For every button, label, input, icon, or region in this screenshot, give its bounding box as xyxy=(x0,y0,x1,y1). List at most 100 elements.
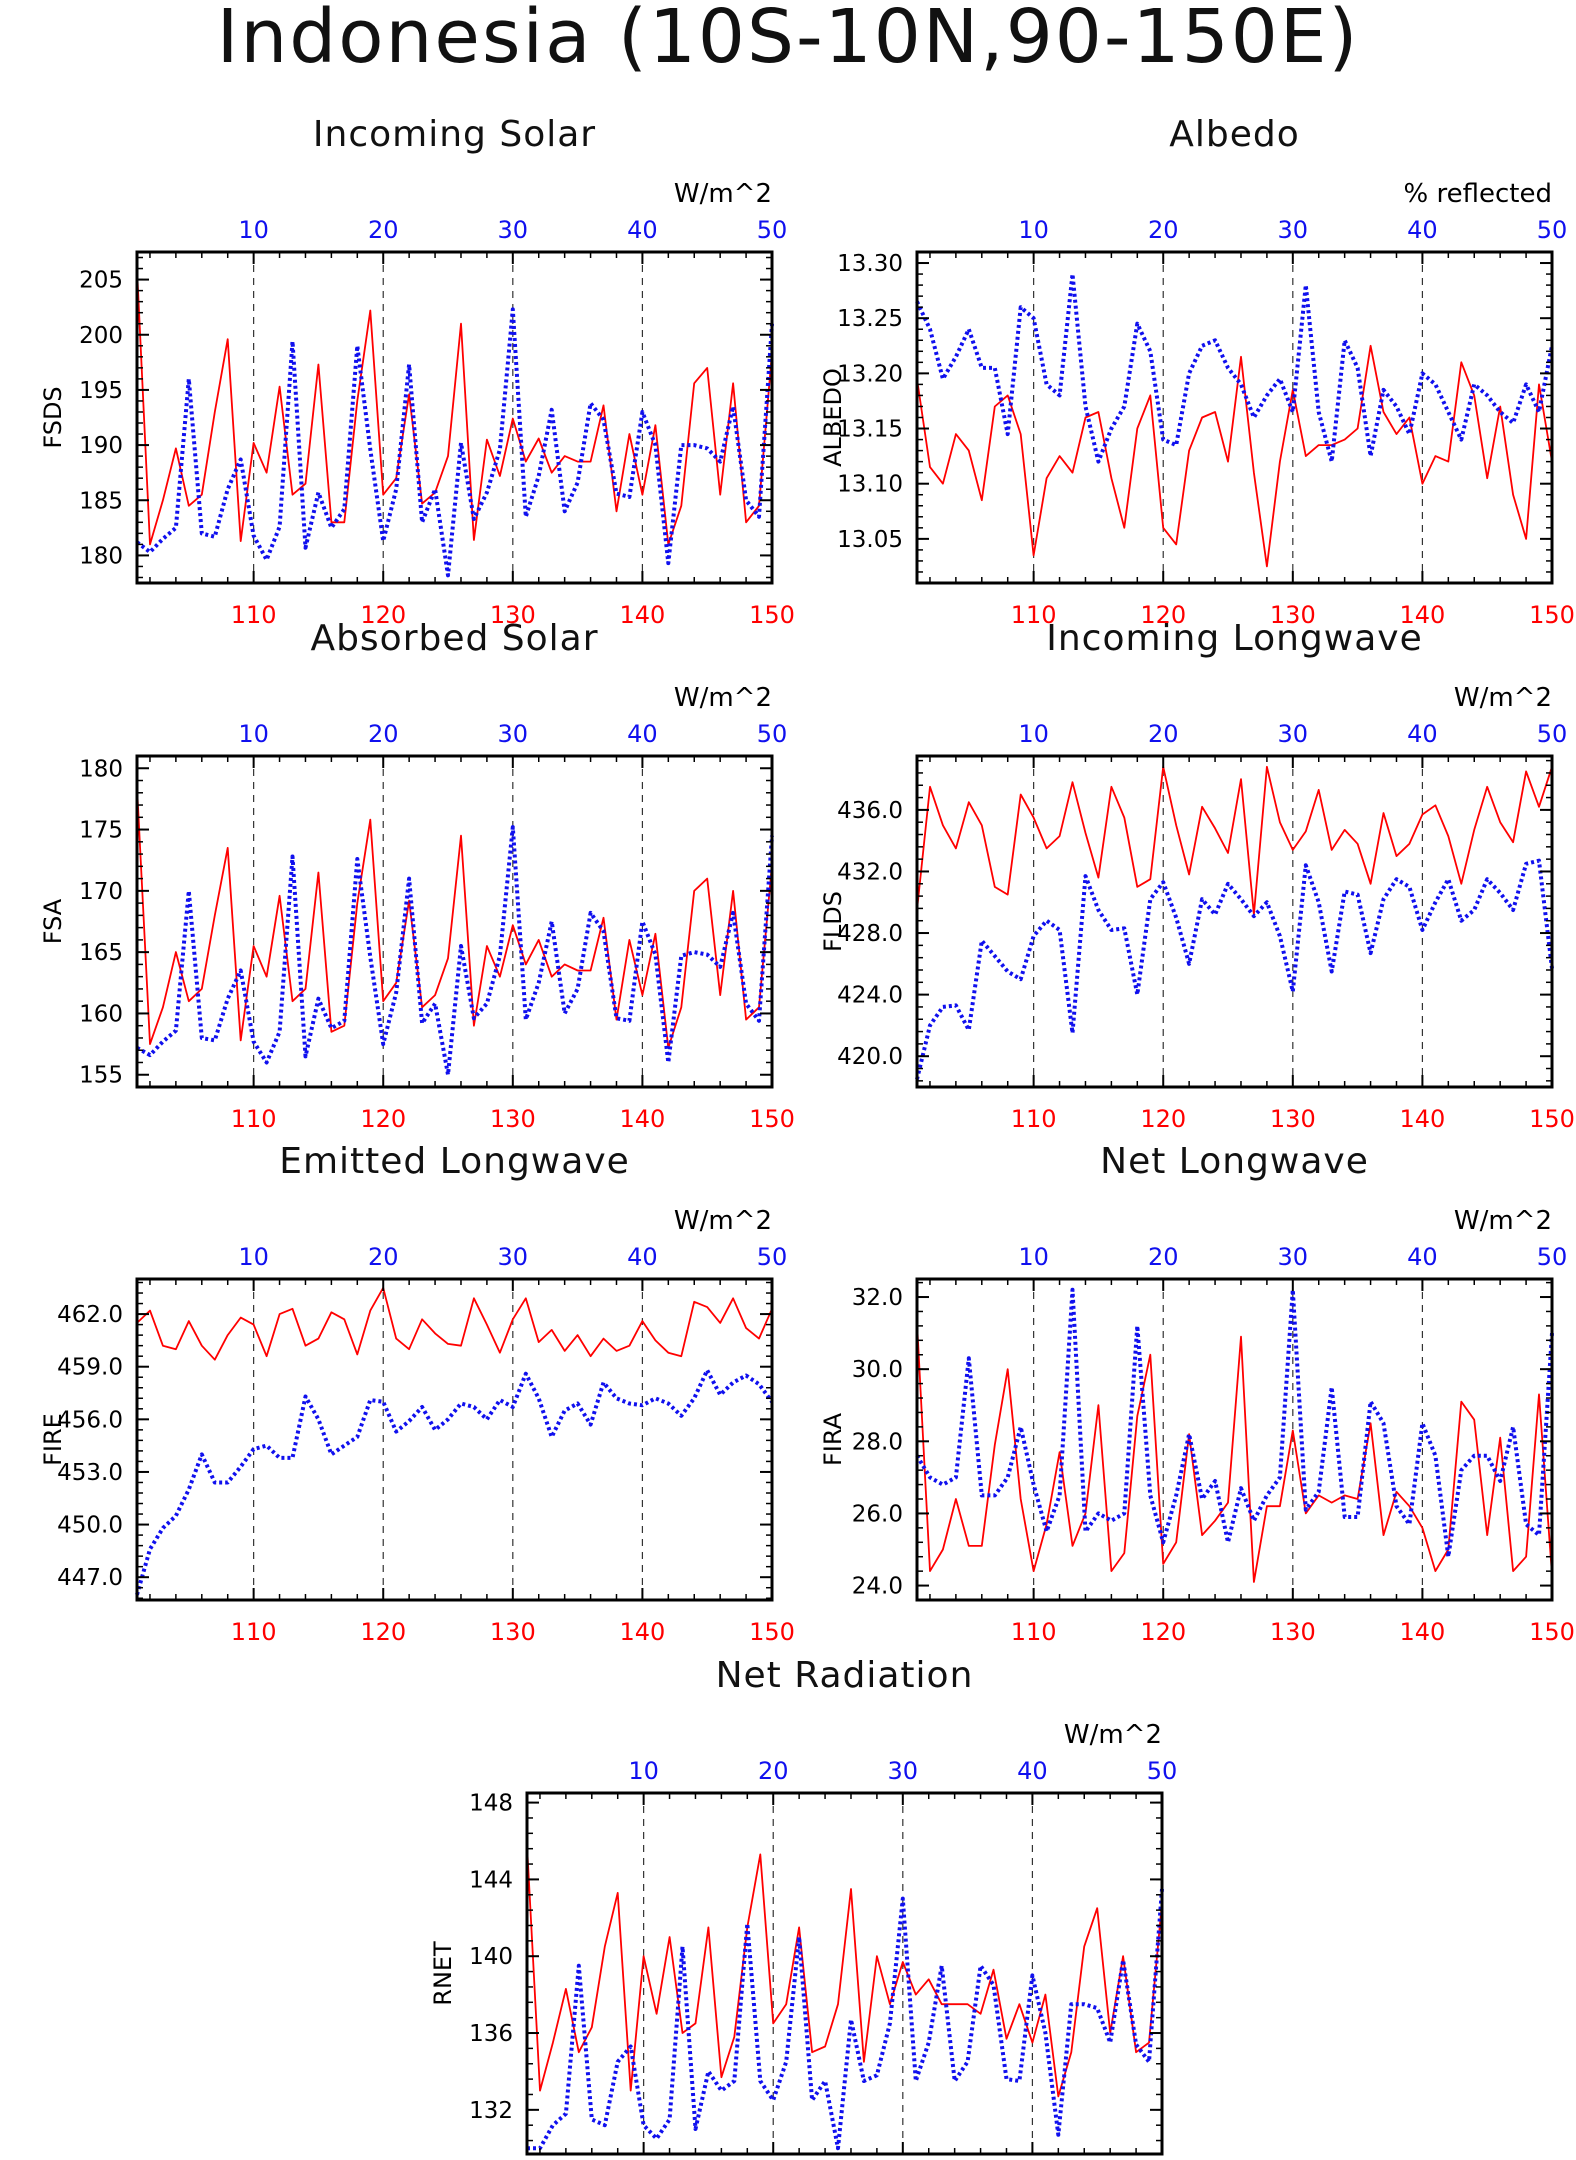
x-tick-label-bottom: 120 xyxy=(360,1618,406,1646)
chart-title: Incoming Longwave xyxy=(1046,618,1423,659)
y-tick-label: 13.20 xyxy=(837,361,903,387)
x-tick-label-top: 50 xyxy=(757,1243,788,1271)
units-label: W/m^2 xyxy=(1454,1206,1552,1236)
y-tick-label: 13.10 xyxy=(837,472,903,498)
y-tick-label: 450.0 xyxy=(57,1513,123,1539)
x-tick-label-bottom: 140 xyxy=(620,601,666,629)
y-tick-label: 160 xyxy=(79,1001,123,1027)
x-tick-label-top: 30 xyxy=(1278,720,1309,748)
x-tick-label-top: 20 xyxy=(368,216,399,244)
units-label: W/m^2 xyxy=(674,179,772,209)
y-axis-label: RNET xyxy=(429,1941,457,2006)
x-tick-label-top: 10 xyxy=(1018,216,1049,244)
series-line-blue xyxy=(135,1368,774,1596)
y-tick-label: 424.0 xyxy=(837,983,903,1009)
y-tick-label: 456.0 xyxy=(57,1407,123,1433)
x-tick-label-bottom: 140 xyxy=(1400,1105,1446,1133)
x-tick-label-top: 40 xyxy=(627,216,658,244)
x-tick-label-bottom: 110 xyxy=(231,601,277,629)
x-tick-label-top: 40 xyxy=(1407,1243,1438,1271)
y-tick-label: 205 xyxy=(79,268,123,294)
x-tick-label-bottom: 150 xyxy=(1529,1618,1575,1646)
x-tick-label-bottom: 130 xyxy=(1270,601,1316,629)
panels: Incoming Solar W/m^2 FSDS 110 120 130 140 150 10… xyxy=(39,114,1575,2156)
x-tick-label-top: 40 xyxy=(1407,216,1438,244)
y-tick-label: 459.0 xyxy=(57,1355,123,1381)
x-tick-label-bottom: 130 xyxy=(490,1618,536,1646)
y-tick-label: 428.0 xyxy=(837,921,903,947)
series-line-red xyxy=(136,268,773,546)
x-tick-label-top: 50 xyxy=(1147,1757,1178,1785)
y-tick-label: 170 xyxy=(79,879,123,905)
x-tick-label-bottom: 130 xyxy=(490,601,536,629)
x-tick-label-top: 20 xyxy=(368,720,399,748)
x-tick-label-top: 20 xyxy=(1148,720,1179,748)
x-tick-label-top: 10 xyxy=(238,720,269,748)
chart-title: Albedo xyxy=(1169,114,1300,155)
chart-panel-1: Incoming Solar W/m^2 FSDS 110 120 130 140 150 10… xyxy=(39,114,795,629)
plot-frame xyxy=(525,1791,1164,2156)
x-tick-label-top: 20 xyxy=(1148,216,1179,244)
y-tick-label: 140 xyxy=(469,1944,513,1970)
y-tick-label: 185 xyxy=(79,488,123,514)
series-line-blue xyxy=(136,825,774,1077)
x-tick-label-top: 50 xyxy=(757,216,788,244)
plot-frame xyxy=(915,250,1554,585)
series-line-blue xyxy=(915,272,1554,464)
y-tick-label: 462.0 xyxy=(57,1302,123,1328)
x-tick-label-top: 50 xyxy=(1537,720,1568,748)
x-tick-label-top: 30 xyxy=(498,1243,529,1271)
y-axis-label: FIRE xyxy=(39,1413,67,1466)
x-tick-label-top: 20 xyxy=(1148,1243,1179,1271)
chart-panel-3: Absorbed Solar W/m^2 FSA 110 120 130 140 150 10 2… xyxy=(39,618,795,1133)
y-axis-label: FLDS xyxy=(819,891,847,952)
x-tick-label-top: 30 xyxy=(498,216,529,244)
x-tick-label-top: 50 xyxy=(1537,1243,1568,1271)
x-tick-label-top: 30 xyxy=(1278,1243,1309,1271)
y-axis-label: ALBEDO xyxy=(819,368,847,467)
y-tick-label: 432.0 xyxy=(837,859,903,885)
y-axis-label: FIRA xyxy=(819,1412,847,1466)
x-tick-label-bottom: 150 xyxy=(749,1618,795,1646)
chart-title: Net Longwave xyxy=(1100,1141,1369,1182)
chart-title: Emitted Longwave xyxy=(279,1141,630,1182)
x-tick-label-bottom: 130 xyxy=(490,1105,536,1133)
y-axis-label: FSDS xyxy=(39,386,67,448)
x-tick-label-top: 50 xyxy=(757,720,788,748)
y-tick-label: 453.0 xyxy=(57,1460,123,1486)
y-tick-label: 26.0 xyxy=(852,1501,903,1527)
x-tick-label-top: 40 xyxy=(1407,720,1438,748)
x-tick-label-bottom: 110 xyxy=(231,1618,277,1646)
series-line-blue xyxy=(915,858,1554,1080)
chart-panel-6: Net Longwave W/m^2 FIRA 110 120 130 140 150 10 20… xyxy=(819,1141,1575,1646)
y-tick-label: 144 xyxy=(469,1867,513,1893)
x-tick-label-top: 10 xyxy=(238,1243,269,1271)
x-tick-label-bottom: 150 xyxy=(1529,1105,1575,1133)
y-tick-label: 148 xyxy=(469,1791,513,1817)
plot-frame xyxy=(915,1277,1554,1602)
y-tick-label: 175 xyxy=(79,818,123,844)
y-tick-label: 24.0 xyxy=(852,1574,903,1600)
series-line-red xyxy=(916,1322,1553,1583)
x-tick-label-bottom: 110 xyxy=(231,1105,277,1133)
x-tick-label-bottom: 140 xyxy=(620,1105,666,1133)
x-tick-label-top: 10 xyxy=(1018,720,1049,748)
x-tick-label-top: 30 xyxy=(888,1757,919,1785)
y-axis-label: FSA xyxy=(39,898,67,944)
units-label: W/m^2 xyxy=(674,1206,772,1236)
units-label: W/m^2 xyxy=(674,683,772,713)
plot-frame xyxy=(135,754,774,1089)
y-tick-label: 180 xyxy=(79,543,123,569)
x-tick-label-top: 10 xyxy=(1018,1243,1049,1271)
x-tick-label-bottom: 110 xyxy=(1011,1105,1057,1133)
series-line-red xyxy=(136,786,773,1049)
x-tick-label-bottom: 120 xyxy=(360,1105,406,1133)
x-tick-label-bottom: 150 xyxy=(749,601,795,629)
x-tick-label-top: 30 xyxy=(1278,216,1309,244)
units-label: W/m^2 xyxy=(1454,683,1552,713)
x-tick-label-bottom: 120 xyxy=(1140,1105,1186,1133)
plot-frame xyxy=(915,754,1554,1089)
units-label: W/m^2 xyxy=(1064,1720,1162,1750)
chart-title: Absorbed Solar xyxy=(310,618,598,659)
x-tick-label-bottom: 130 xyxy=(1270,1618,1316,1646)
